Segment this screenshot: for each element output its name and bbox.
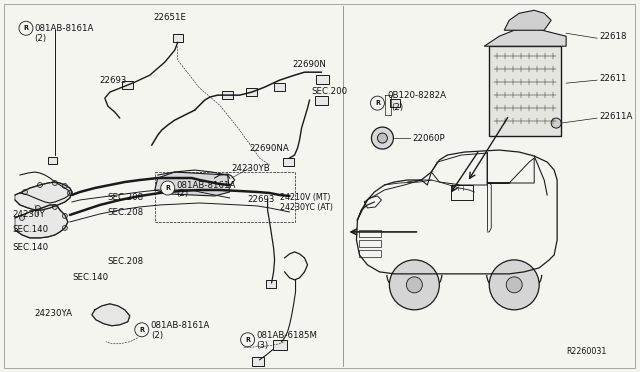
Circle shape <box>489 260 539 310</box>
Text: 24230YA: 24230YA <box>34 309 72 318</box>
Bar <box>274 83 285 91</box>
Text: 22611A: 22611A <box>599 112 632 121</box>
Bar <box>360 240 381 247</box>
Circle shape <box>371 96 385 110</box>
Text: 081AB-8161A: 081AB-8161A <box>151 321 210 330</box>
Text: R: R <box>24 25 28 31</box>
Text: (2): (2) <box>177 189 189 199</box>
Circle shape <box>52 180 58 186</box>
Circle shape <box>506 277 522 293</box>
Text: SEC.208: SEC.208 <box>108 208 144 217</box>
Circle shape <box>22 189 28 195</box>
Text: SEC.140: SEC.140 <box>12 225 48 234</box>
Polygon shape <box>504 10 551 30</box>
Bar <box>246 88 257 96</box>
Polygon shape <box>15 205 68 238</box>
Polygon shape <box>92 304 130 326</box>
Polygon shape <box>155 172 230 196</box>
Text: 24230YC (AT): 24230YC (AT) <box>280 203 332 212</box>
Circle shape <box>551 118 561 128</box>
Bar <box>49 157 58 164</box>
Text: 22651E: 22651E <box>153 13 186 22</box>
Circle shape <box>161 181 175 195</box>
Circle shape <box>52 205 58 209</box>
Text: SEC.200: SEC.200 <box>312 87 348 96</box>
Bar <box>155 172 294 222</box>
Circle shape <box>389 260 439 310</box>
Text: R: R <box>245 337 250 343</box>
Bar <box>314 96 328 105</box>
Text: 22611: 22611 <box>599 74 627 83</box>
Text: (2): (2) <box>392 103 404 112</box>
Circle shape <box>63 214 67 218</box>
Bar <box>222 91 233 99</box>
Bar <box>252 357 264 366</box>
Text: SEC.208: SEC.208 <box>108 193 144 202</box>
Bar <box>390 99 401 107</box>
Text: R: R <box>165 185 170 191</box>
Circle shape <box>35 205 40 211</box>
Text: 22693: 22693 <box>248 195 275 205</box>
Text: (2): (2) <box>151 331 163 340</box>
Circle shape <box>63 183 67 189</box>
Text: 0B120-8282A: 0B120-8282A <box>387 91 447 100</box>
Bar <box>122 81 133 89</box>
Bar <box>273 340 287 350</box>
Text: SEC.208: SEC.208 <box>108 257 144 266</box>
Text: 081AB-8161A: 081AB-8161A <box>34 24 93 33</box>
Bar <box>360 230 381 237</box>
Bar <box>451 185 473 200</box>
Text: 24210V (MT): 24210V (MT) <box>280 193 330 202</box>
Text: 22618: 22618 <box>599 32 627 41</box>
Circle shape <box>19 21 33 35</box>
Text: 24230YB: 24230YB <box>232 164 270 173</box>
Text: 22693: 22693 <box>100 76 127 85</box>
Text: SEC.140: SEC.140 <box>12 243 48 253</box>
Circle shape <box>241 333 255 347</box>
Bar <box>316 75 330 84</box>
Text: 22690N: 22690N <box>292 60 326 69</box>
Text: R: R <box>375 100 380 106</box>
Bar <box>489 46 561 136</box>
Circle shape <box>406 277 422 293</box>
Circle shape <box>378 133 387 143</box>
Circle shape <box>38 183 42 187</box>
Circle shape <box>371 127 394 149</box>
Text: R: R <box>140 327 144 333</box>
Text: 22060P: 22060P <box>412 134 445 142</box>
Circle shape <box>19 215 24 221</box>
Text: 081AB-6185M: 081AB-6185M <box>257 331 317 340</box>
Text: 081AB-8161A: 081AB-8161A <box>177 180 236 189</box>
Polygon shape <box>15 182 72 210</box>
Polygon shape <box>484 28 566 46</box>
Text: (3): (3) <box>257 341 269 350</box>
Bar <box>173 34 183 42</box>
Bar <box>266 280 276 288</box>
Circle shape <box>135 323 148 337</box>
Circle shape <box>63 225 67 230</box>
Text: R2260031: R2260031 <box>566 347 607 356</box>
Text: 22690NA: 22690NA <box>250 144 289 153</box>
Text: (2): (2) <box>34 34 46 43</box>
Bar <box>360 250 381 257</box>
Text: SEC.140: SEC.140 <box>72 273 108 282</box>
Text: 24230Y: 24230Y <box>12 211 45 219</box>
Bar <box>283 158 294 166</box>
Circle shape <box>67 190 72 195</box>
